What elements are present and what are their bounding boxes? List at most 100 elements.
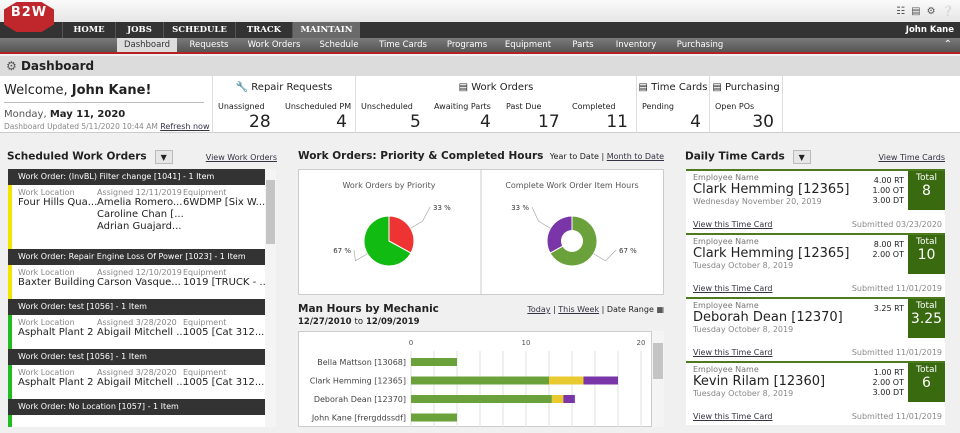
work-order-item[interactable] (8, 415, 265, 427)
subnav-schedule[interactable]: Schedule (319, 40, 359, 50)
bar-rt[interactable] (411, 358, 457, 366)
bar-dt[interactable] (583, 376, 619, 385)
collapse-icon[interactable]: ⌃ (943, 39, 952, 50)
chart-scrollbar-thumb[interactable] (653, 343, 663, 379)
subnav-inventory[interactable]: Inventory (615, 40, 657, 50)
timecards-title: Daily Time Cards (685, 150, 785, 163)
category-label: John Kane [frergddssdf] (311, 414, 406, 423)
work-order-item[interactable]: Work Location Asphalt Plant 2 Assigned 3/2… (8, 365, 265, 399)
header-icons: ☷ ▤ ⚙ ❔ (896, 6, 954, 17)
work-order-header[interactable]: Work Order: No Location [1057] - 1 Item (8, 399, 265, 415)
assigned-date: Assigned 12/11/2019 (97, 188, 182, 197)
equipment: 1005 [Cat 312... (183, 327, 265, 338)
work-order-header[interactable]: Work Order: test [1056] - 1 Item (8, 349, 265, 365)
subnav-programs[interactable]: Programs (446, 40, 488, 50)
tab-schedule[interactable]: SCHEDULE (163, 22, 235, 38)
equipment: 1019 [TRUCK - ... (183, 277, 265, 288)
scrollbar-thumb[interactable] (266, 180, 275, 244)
today-link[interactable]: Today (527, 305, 551, 314)
bar-ot[interactable] (551, 395, 564, 403)
bar-ot[interactable] (549, 376, 584, 385)
library-icon[interactable]: ☷ (896, 6, 906, 17)
bar-rt[interactable] (411, 376, 549, 385)
work-location-label: Work Location (18, 368, 75, 377)
view-time-card-link[interactable]: View this Time Card (693, 284, 773, 293)
time-card: Employee Name Deborah Dean [12370] Tuesday… (686, 297, 945, 361)
total-value: 8 (922, 183, 931, 199)
total-badge: Total 10 (908, 235, 945, 274)
calendar-icon[interactable]: ▦ (656, 305, 664, 314)
view-work-orders-link[interactable]: View Work Orders (205, 153, 277, 162)
subnav-dashboard[interactable]: Dashboard (117, 38, 177, 52)
user-name[interactable]: John Kane (905, 25, 954, 35)
tab-track[interactable]: TRACK (235, 22, 292, 38)
scrollbar[interactable] (265, 169, 276, 427)
work-order-item[interactable]: Work Location Four Hills Qua... Assigned 1… (8, 185, 265, 249)
assignee: Abigail Mitchell ... (97, 327, 186, 338)
weekday: Monday, (4, 109, 47, 120)
filter-icon[interactable]: ▼ (154, 150, 173, 164)
subnav-parts[interactable]: Parts (572, 40, 594, 50)
stat-unassigned[interactable]: 28 (249, 112, 271, 132)
employee-label: Employee Name (693, 365, 759, 374)
subnav-purchasing[interactable]: Purchasing (676, 40, 724, 50)
stat-label: Pending (642, 102, 674, 111)
hours-entry: 3.00 DT (872, 196, 904, 205)
stat-awaiting-parts[interactable]: 4 (480, 112, 491, 132)
stat-unscheduled-pm[interactable]: 4 (336, 112, 347, 132)
stat-completed[interactable]: 11 (606, 112, 628, 132)
subnav-work-orders[interactable]: Work Orders (247, 40, 301, 50)
help-icon[interactable]: ❔ (941, 6, 954, 17)
date-range[interactable]: Date Range (606, 305, 654, 314)
work-order-header[interactable]: Work Order: test [1056] - 1 Item (8, 299, 265, 315)
filter-icon[interactable]: ▼ (792, 150, 811, 164)
tab-maintain[interactable]: MAINTAIN (292, 22, 360, 38)
pie-slice[interactable] (388, 215, 415, 254)
view-time-card-link[interactable]: View this Time Card (693, 348, 773, 357)
range-to-word: to (354, 317, 364, 327)
hours-entry: 1.00 RT (873, 368, 904, 377)
x-tick-label: 10 (522, 339, 531, 347)
tab-jobs[interactable]: JOBS (115, 22, 163, 38)
submitted-date: Submitted 11/01/2019 (851, 412, 942, 421)
work-order-item[interactable]: Work Location Baxter Building Assigned 12/… (8, 265, 265, 299)
stat-label: Unscheduled (361, 102, 413, 111)
stat-pending[interactable]: 4 (690, 112, 701, 132)
work-location: Asphalt Plant 2 (18, 377, 94, 388)
tab-home[interactable]: HOME (62, 22, 115, 38)
bar-rt[interactable] (411, 395, 552, 403)
view-time-cards-link[interactable]: View Time Cards (878, 153, 945, 162)
equipment-label: Equipment (183, 318, 227, 327)
stat-open-pos[interactable]: 30 (752, 112, 774, 132)
year-to-date[interactable]: Year to Date (549, 152, 599, 161)
bar-dt[interactable] (563, 395, 575, 403)
stat-unscheduled[interactable]: 5 (410, 112, 421, 132)
report-icon[interactable]: ▤ (911, 6, 921, 17)
man-hours-chart: 0 10 20 Bella Mattson [13068] Clark Hemming … (298, 331, 664, 427)
view-time-card-link[interactable]: View this Time Card (693, 220, 773, 229)
scheduled-title: Scheduled Work Orders (7, 150, 147, 163)
work-order-item[interactable]: Work Location Asphalt Plant 2 Assigned 3/2… (8, 315, 265, 349)
bar-rt[interactable] (411, 413, 457, 422)
work-order-header[interactable]: Work Order: (InvBL) Filter change [1041]… (8, 169, 265, 185)
gear-icon[interactable]: ⚙ (926, 6, 936, 17)
stat-label: Past Due (506, 102, 542, 111)
subnav-equipment[interactable]: Equipment (504, 40, 552, 50)
total-badge: Total 6 (908, 363, 945, 402)
refresh-link[interactable]: Refresh now (160, 122, 210, 131)
pie-slice[interactable] (363, 215, 412, 267)
total-badge: Total 8 (908, 171, 945, 210)
view-time-card-link[interactable]: View this Time Card (693, 412, 773, 421)
subnav-requests[interactable]: Requests (189, 40, 229, 50)
man-hours-title: Man Hours by Mechanic (298, 303, 439, 315)
this-week-link[interactable]: This Week (558, 305, 600, 314)
logo[interactable]: B2W (4, 2, 54, 32)
timecards-header: Daily Time Cards ▼ View Time Cards (685, 150, 945, 164)
tc-title: Time Cards (651, 82, 708, 93)
category-label: Deborah Dean [12370] (314, 395, 406, 404)
month-to-date-link[interactable]: Month to Date (606, 152, 664, 161)
po-title: Purchasing (724, 82, 780, 93)
work-order-header[interactable]: Work Order: Repair Engine Loss Of Power … (8, 249, 265, 265)
stat-past-due[interactable]: 17 (538, 112, 560, 132)
subnav-time-cards[interactable]: Time Cards (379, 40, 427, 50)
